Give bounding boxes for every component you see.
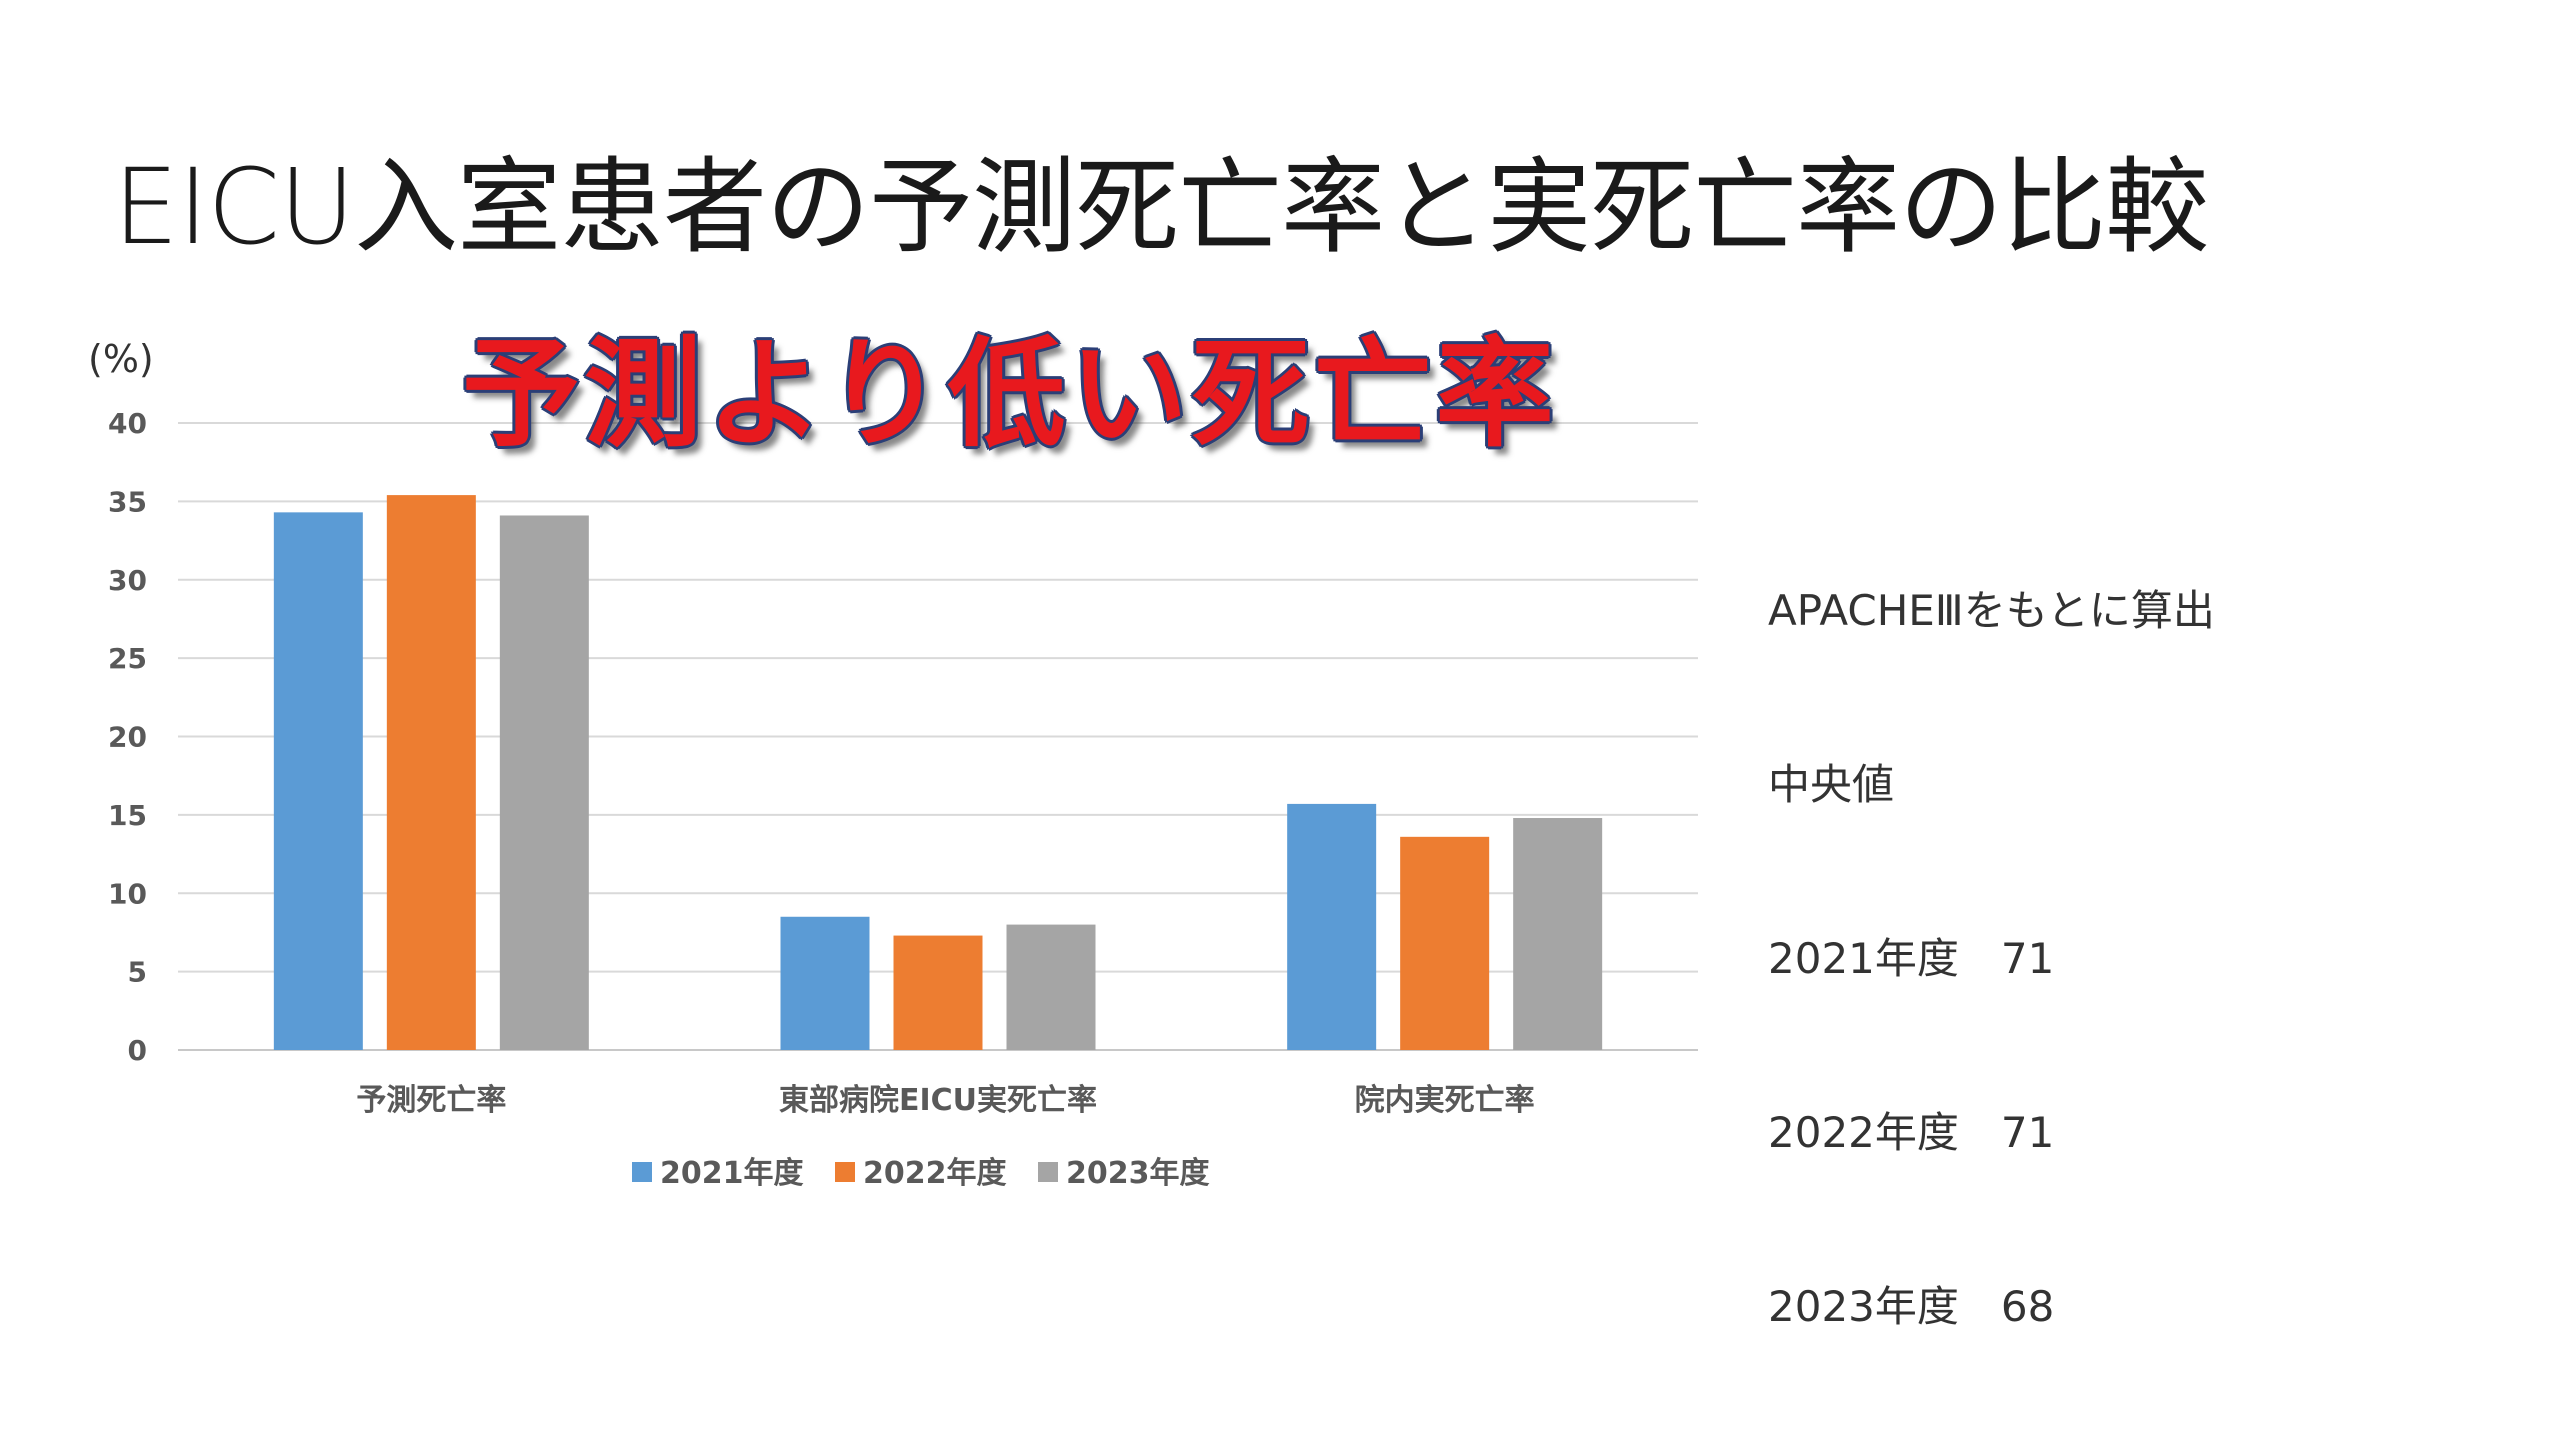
- info-line-median-label: 中央値: [1768, 760, 1895, 809]
- info-line-2021: 2021年度 71: [1768, 934, 2055, 983]
- y-tick-label: 40: [108, 407, 147, 440]
- info-line-method: APACHEⅢをもとに算出: [1768, 586, 2215, 635]
- legend: 2021年度 2022年度 2023年度: [632, 1156, 1210, 1191]
- y-axis-ticks: 0 5 10 15 20 25 30 35 40: [108, 407, 147, 1067]
- bars: [273, 495, 1603, 1051]
- legend-swatch: [632, 1162, 652, 1182]
- y-tick-label: 35: [108, 485, 147, 518]
- bar-3-2022年度: [1400, 836, 1490, 1050]
- bar-1-2022年度: [386, 495, 476, 1051]
- x-axis-categories: 予測死亡率 東部病院EICU実死亡率 院内実死亡率: [356, 1083, 1534, 1118]
- legend-swatch: [835, 1162, 855, 1182]
- y-tick-label: 25: [108, 642, 147, 675]
- bar-3-2021年度: [1287, 803, 1377, 1050]
- x-category-label: 予測死亡率: [356, 1083, 506, 1118]
- y-tick-label: 0: [128, 1034, 147, 1067]
- bar-2-2023年度: [1006, 924, 1096, 1050]
- slide-title: EICU入室患者の予測死亡率と実死亡率の比較: [113, 146, 2209, 268]
- y-tick-label: 30: [108, 564, 147, 597]
- x-category-label: 東部病院EICU実死亡率: [779, 1083, 1097, 1118]
- bar-3-2023年度: [1513, 818, 1603, 1050]
- y-tick-label: 10: [108, 877, 147, 910]
- y-tick-label: 20: [108, 721, 147, 754]
- bar-2-2021年度: [780, 916, 870, 1050]
- info-line-2023: 2023年度 68: [1768, 1282, 2055, 1331]
- legend-swatch: [1038, 1162, 1058, 1182]
- y-tick-label: 5: [128, 956, 147, 989]
- headline-callout: 予測より低い死亡率: [462, 325, 1558, 463]
- legend-label: 2022年度: [863, 1156, 1007, 1191]
- bar-1-2021年度: [273, 512, 363, 1050]
- y-tick-label: 15: [108, 799, 147, 832]
- legend-label: 2021年度: [660, 1156, 804, 1191]
- info-line-2022: 2022年度 71: [1768, 1108, 2055, 1157]
- bar-1-2023年度: [499, 515, 589, 1050]
- y-axis-unit-label: (%): [88, 337, 154, 381]
- bar-2-2022年度: [893, 935, 983, 1050]
- apache-info-box: APACHEⅢをもとに算出 中央値 2021年度 71 2022年度 71 20…: [1768, 466, 2215, 1394]
- x-category-label: 院内実死亡率: [1355, 1083, 1535, 1118]
- legend-label: 2023年度: [1066, 1156, 1210, 1191]
